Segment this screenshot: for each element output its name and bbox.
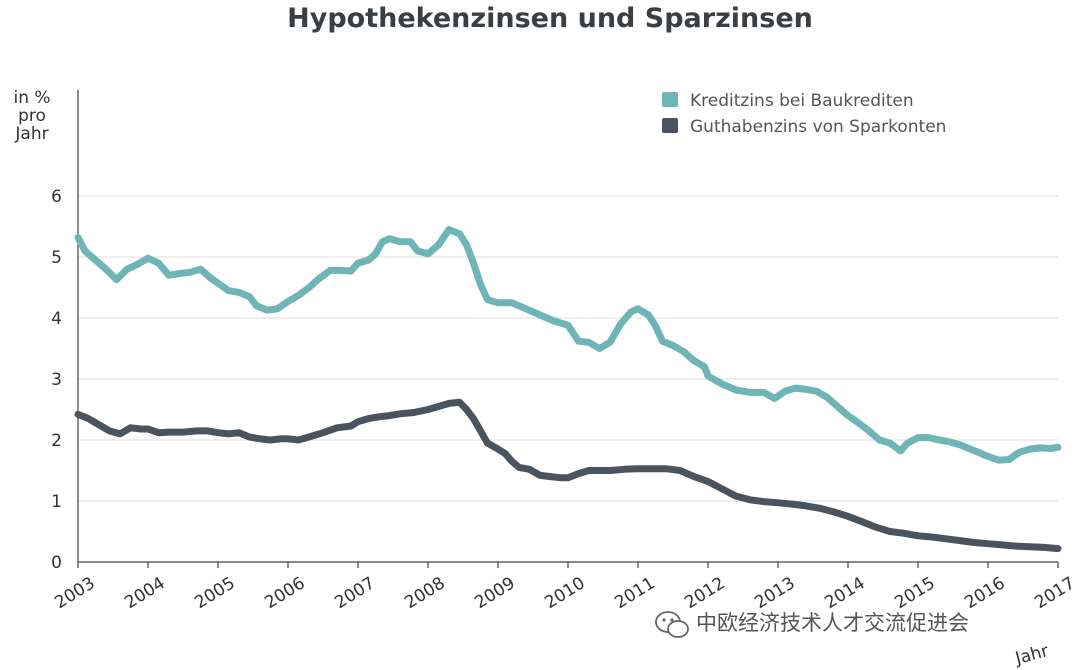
x-tick-label-2017: 2017 xyxy=(1031,573,1078,613)
y-axis-label-line-3: Jahr xyxy=(14,124,48,144)
y-axis-label-line-2: pro xyxy=(18,106,46,126)
x-tick-label-2007: 2007 xyxy=(331,573,378,613)
x-tick-labels: 2003 2004 2005 2006 2007 2008 2009 2010 2011 2012… xyxy=(51,562,1079,613)
legend-item-guthabenzins: Guthabenzins von Sparkonten xyxy=(662,117,946,137)
y-axis-label: in % pro Jahr xyxy=(13,88,50,144)
watermark-text: 中欧经济技术人才交流促进会 xyxy=(696,611,969,635)
x-tick-label-2013: 2013 xyxy=(751,573,798,613)
x-tick-label-2009: 2009 xyxy=(471,573,518,613)
legend-swatch-kreditzins xyxy=(662,92,678,107)
y-tick-label-2: 2 xyxy=(51,431,62,451)
legend-item-kreditzins: Kreditzins bei Baukrediten xyxy=(662,91,914,111)
legend: Kreditzins bei Baukrediten Guthabenzins … xyxy=(662,91,946,137)
x-tick-label-2003: 2003 xyxy=(51,573,98,613)
watermark: 中欧经济技术人才交流促进会 xyxy=(655,611,969,638)
x-tick-label-2010: 2010 xyxy=(541,573,588,613)
y-tick-label-4: 4 xyxy=(51,309,62,329)
y-tick-label-1: 1 xyxy=(51,492,62,512)
x-tick-label-2016: 2016 xyxy=(961,573,1008,613)
x-tick-label-2006: 2006 xyxy=(261,573,308,613)
x-tick-label-2008: 2008 xyxy=(401,573,448,613)
x-tick-label-2011: 2011 xyxy=(611,573,658,613)
legend-label-guthabenzins: Guthabenzins von Sparkonten xyxy=(690,117,946,137)
y-tick-labels: 0 1 2 3 4 5 6 xyxy=(51,187,62,573)
chart-title: Hypothekenzinsen und Sparzinsen xyxy=(287,3,813,34)
y-tick-label-5: 5 xyxy=(51,248,62,268)
y-tick-label-0: 0 xyxy=(51,553,62,573)
wechat-icon xyxy=(655,611,689,638)
series-line-kreditzins xyxy=(74,226,1062,464)
series-line-guthabenzins xyxy=(74,398,1062,553)
x-tick-label-2015: 2015 xyxy=(891,573,938,613)
y-axis-label-line-1: in % xyxy=(13,88,50,108)
x-tick-label-2005: 2005 xyxy=(191,573,238,613)
x-tick-label-2004: 2004 xyxy=(121,573,168,613)
y-tick-label-6: 6 xyxy=(51,187,62,207)
x-tick-label-2012: 2012 xyxy=(681,573,728,613)
legend-swatch-guthabenzins xyxy=(662,118,678,133)
legend-label-kreditzins: Kreditzins bei Baukrediten xyxy=(690,91,914,111)
gridlines xyxy=(78,195,1058,502)
x-tick-label-2014: 2014 xyxy=(821,573,868,613)
y-tick-label-3: 3 xyxy=(51,370,62,390)
series-lines xyxy=(74,226,1062,553)
x-axis-label: Jahr xyxy=(1012,641,1050,669)
